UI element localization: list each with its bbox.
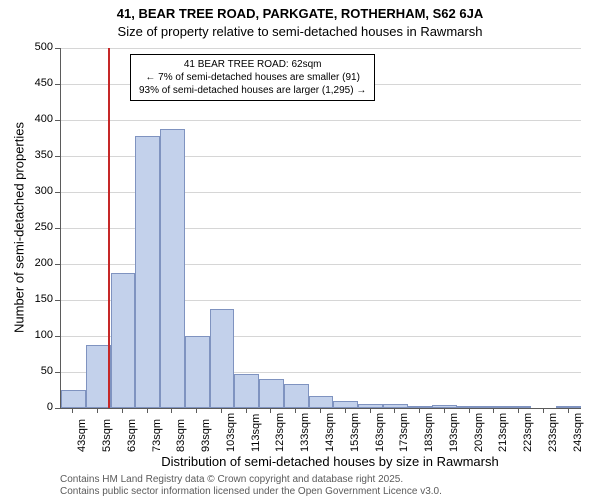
plot-area	[60, 48, 581, 409]
x-tick-mark	[270, 408, 271, 413]
chart-title-line1: 41, BEAR TREE ROAD, PARKGATE, ROTHERHAM,…	[0, 6, 600, 21]
x-tick-mark	[568, 408, 569, 413]
histogram-bar	[210, 309, 235, 408]
x-tick-label: 63sqm	[126, 419, 138, 452]
x-tick-mark	[221, 408, 222, 413]
histogram-bar	[185, 336, 210, 408]
histogram-bar	[358, 404, 383, 408]
annotation-line3: 93% of semi-detached houses are larger (…	[139, 84, 366, 97]
y-tick-label: 50	[25, 365, 53, 377]
gridline	[61, 48, 581, 49]
histogram-bar	[284, 384, 309, 408]
x-tick-mark	[295, 408, 296, 413]
histogram-bar	[457, 406, 482, 408]
footer-line1: Contains HM Land Registry data © Crown c…	[60, 474, 442, 486]
histogram-bar	[135, 136, 160, 408]
x-tick-label: 213sqm	[497, 413, 509, 452]
x-tick-label: 123sqm	[274, 413, 286, 452]
histogram-bar	[432, 405, 457, 408]
y-tick-label: 400	[25, 113, 53, 125]
x-tick-mark	[171, 408, 172, 413]
x-tick-mark	[493, 408, 494, 413]
annotation-box: 41 BEAR TREE ROAD: 62sqm ← 7% of semi-de…	[130, 54, 375, 101]
x-tick-label: 243sqm	[572, 413, 584, 452]
histogram-bar	[61, 390, 86, 408]
property-size-chart: 41, BEAR TREE ROAD, PARKGATE, ROTHERHAM,…	[0, 0, 600, 500]
y-tick-mark	[55, 228, 60, 229]
x-tick-label: 203sqm	[473, 413, 485, 452]
x-tick-label: 73sqm	[151, 419, 163, 452]
y-tick-label: 350	[25, 149, 53, 161]
y-tick-label: 250	[25, 221, 53, 233]
x-tick-mark	[370, 408, 371, 413]
x-tick-label: 233sqm	[547, 413, 559, 452]
y-tick-label: 300	[25, 185, 53, 197]
histogram-bar	[234, 374, 259, 408]
y-tick-mark	[55, 48, 60, 49]
y-tick-label: 150	[25, 293, 53, 305]
x-tick-mark	[147, 408, 148, 413]
x-tick-label: 143sqm	[324, 413, 336, 452]
x-tick-label: 173sqm	[398, 413, 410, 452]
y-tick-label: 200	[25, 257, 53, 269]
histogram-bar	[309, 396, 334, 408]
y-tick-mark	[55, 264, 60, 265]
y-tick-mark	[55, 372, 60, 373]
y-tick-label: 100	[25, 329, 53, 341]
x-tick-label: 53sqm	[101, 419, 113, 452]
chart-title-line2: Size of property relative to semi-detach…	[0, 24, 600, 39]
x-tick-mark	[196, 408, 197, 413]
x-tick-label: 193sqm	[448, 413, 460, 452]
x-tick-mark	[419, 408, 420, 413]
x-tick-label: 93sqm	[200, 419, 212, 452]
y-tick-label: 500	[25, 41, 53, 53]
x-tick-mark	[394, 408, 395, 413]
y-tick-mark	[55, 156, 60, 157]
y-tick-mark	[55, 408, 60, 409]
histogram-bar	[556, 406, 581, 408]
histogram-bar	[160, 129, 185, 408]
property-marker-line	[108, 48, 110, 408]
x-tick-label: 113sqm	[250, 414, 262, 452]
x-axis-label: Distribution of semi-detached houses by …	[0, 454, 600, 469]
x-tick-mark	[320, 408, 321, 413]
annotation-line1: 41 BEAR TREE ROAD: 62sqm	[139, 58, 366, 71]
histogram-bar	[259, 379, 284, 408]
x-tick-label: 133sqm	[299, 413, 311, 452]
x-tick-mark	[444, 408, 445, 413]
x-tick-mark	[97, 408, 98, 413]
footer-line2: Contains public sector information licen…	[60, 486, 442, 498]
y-tick-mark	[55, 84, 60, 85]
x-tick-mark	[518, 408, 519, 413]
y-tick-label: 0	[25, 401, 53, 413]
footer-attribution: Contains HM Land Registry data © Crown c…	[60, 474, 442, 498]
x-tick-label: 153sqm	[349, 413, 361, 452]
x-tick-label: 43sqm	[76, 419, 88, 452]
x-tick-mark	[246, 408, 247, 413]
x-tick-mark	[543, 408, 544, 413]
y-tick-mark	[55, 192, 60, 193]
annotation-line2: ← 7% of semi-detached houses are smaller…	[139, 71, 366, 84]
x-tick-mark	[345, 408, 346, 413]
x-tick-label: 103sqm	[225, 413, 237, 452]
histogram-bar	[333, 401, 358, 408]
x-tick-label: 223sqm	[522, 413, 534, 452]
y-tick-mark	[55, 300, 60, 301]
x-tick-mark	[469, 408, 470, 413]
x-tick-mark	[122, 408, 123, 413]
histogram-bar	[86, 345, 111, 408]
x-tick-label: 163sqm	[374, 413, 386, 452]
y-tick-label: 450	[25, 77, 53, 89]
gridline	[61, 120, 581, 121]
x-tick-mark	[72, 408, 73, 413]
y-tick-mark	[55, 120, 60, 121]
x-tick-label: 183sqm	[423, 413, 435, 452]
x-tick-label: 83sqm	[175, 419, 187, 452]
y-tick-mark	[55, 336, 60, 337]
histogram-bar	[111, 273, 136, 408]
